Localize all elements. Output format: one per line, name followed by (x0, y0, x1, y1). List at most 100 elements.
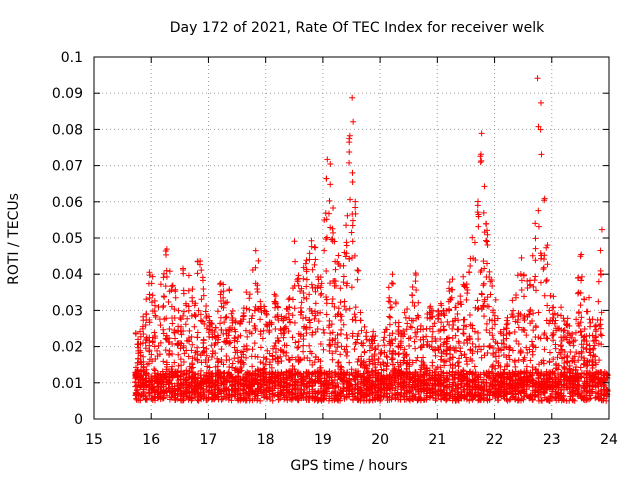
data-point (308, 371, 315, 378)
data-point (242, 327, 249, 334)
x-tick-label: 24 (600, 432, 618, 448)
data-point (306, 250, 313, 257)
data-point (268, 321, 275, 328)
data-point (306, 393, 313, 400)
data-point (142, 396, 149, 403)
data-point (306, 291, 313, 298)
data-point (326, 197, 333, 204)
data-point (549, 332, 556, 339)
data-point (483, 320, 490, 327)
data-point (480, 282, 487, 289)
data-point (151, 393, 158, 400)
data-point (269, 397, 276, 404)
data-point (317, 284, 324, 291)
data-point (149, 273, 156, 280)
data-point (197, 311, 204, 318)
data-point (413, 287, 420, 294)
data-point (300, 275, 307, 282)
data-point (137, 347, 144, 354)
data-point (180, 371, 187, 378)
data-point (180, 312, 187, 319)
data-point (550, 293, 557, 300)
data-point (327, 342, 334, 349)
data-point (286, 304, 293, 311)
data-point (217, 291, 224, 298)
data-point (343, 343, 350, 350)
data-point (157, 339, 164, 346)
data-point (309, 266, 316, 273)
data-point (185, 287, 192, 294)
data-point (177, 356, 184, 363)
data-point (332, 335, 339, 342)
data-point (546, 349, 553, 356)
data-point (475, 336, 482, 343)
data-point (357, 317, 364, 324)
data-point (300, 342, 307, 349)
data-point (214, 308, 221, 315)
data-point (332, 266, 339, 273)
data-point (492, 353, 499, 360)
data-point (346, 139, 353, 146)
data-point (159, 368, 166, 375)
y-tick-label: 0.08 (52, 122, 83, 138)
data-point (237, 332, 244, 339)
data-point (198, 367, 205, 374)
data-point (283, 374, 290, 381)
data-point (300, 348, 307, 355)
data-point (235, 373, 242, 380)
data-point (240, 343, 247, 350)
data-point (188, 397, 195, 404)
data-point (160, 302, 167, 309)
data-point (306, 357, 313, 364)
data-point (503, 317, 510, 324)
data-point (195, 397, 202, 404)
data-point (388, 304, 395, 311)
data-point (161, 270, 168, 277)
data-point (344, 349, 351, 356)
data-point (146, 316, 153, 323)
data-point (289, 312, 296, 319)
data-point (214, 394, 221, 401)
data-point (201, 349, 208, 356)
data-point (268, 364, 275, 371)
data-point (449, 286, 456, 293)
data-point (157, 392, 164, 399)
data-point (218, 288, 225, 295)
y-tick-label: 0.04 (52, 267, 83, 283)
data-point (311, 261, 318, 268)
data-point (351, 252, 358, 259)
data-point (518, 286, 525, 293)
y-tick-label: 0.09 (52, 86, 83, 102)
data-point (449, 276, 456, 283)
data-point (529, 351, 536, 358)
data-point (361, 323, 368, 330)
data-point (347, 196, 354, 203)
data-point (412, 278, 419, 285)
data-point (314, 394, 321, 401)
data-point (160, 358, 167, 365)
data-point (134, 367, 141, 374)
data-point (292, 258, 299, 265)
data-point (592, 328, 599, 335)
data-point (260, 327, 267, 334)
data-point (521, 293, 528, 300)
data-point (504, 314, 511, 321)
data-point (544, 335, 551, 342)
data-point (446, 278, 453, 285)
data-point (205, 357, 212, 364)
data-point (513, 292, 520, 299)
data-point (252, 264, 259, 271)
data-point (308, 376, 315, 383)
data-point (591, 323, 598, 330)
data-point (455, 317, 462, 324)
data-point (510, 307, 517, 314)
data-point (183, 367, 190, 374)
data-point (295, 338, 302, 345)
data-point (223, 314, 230, 321)
data-point (223, 387, 230, 394)
data-point (229, 307, 236, 314)
data-point (346, 255, 353, 262)
data-point (354, 267, 361, 274)
data-point (337, 392, 344, 399)
data-point (532, 257, 539, 264)
